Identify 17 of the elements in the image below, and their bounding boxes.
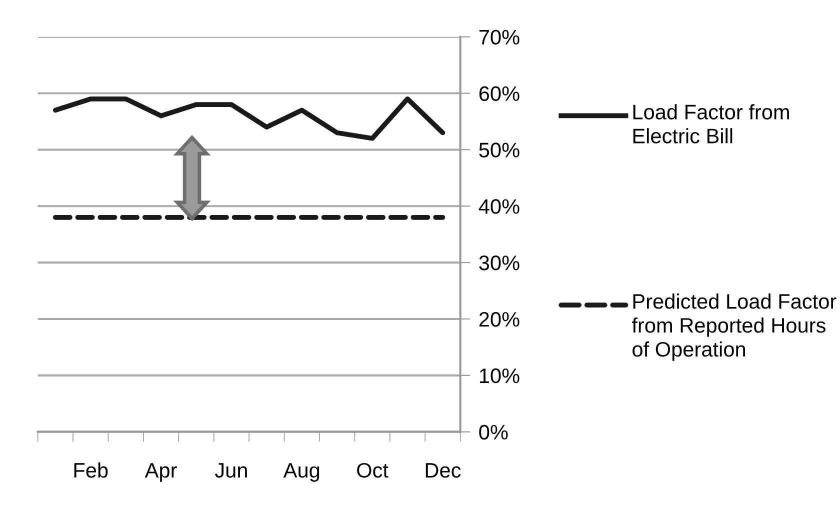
y-tick-label: 40% xyxy=(478,199,520,214)
x-tick-label: Dec xyxy=(426,463,461,478)
y-tick-label: 30% xyxy=(479,256,520,270)
x-tick-label: Oct xyxy=(357,462,388,478)
y-tick-label: 20% xyxy=(479,312,520,327)
x-tick-label: Feb xyxy=(74,462,108,478)
y-tick-label: 10% xyxy=(480,368,520,384)
y-tick-label: 50% xyxy=(479,142,520,158)
y-tick-label: 60% xyxy=(479,86,520,102)
legend-label: Predicted Load Factor from Reported Hours of Operation xyxy=(632,294,836,361)
y-tick-label: 0% xyxy=(479,424,508,440)
x-tick-label: Apr xyxy=(144,463,177,482)
line-series xyxy=(52,96,446,141)
legend-label: Load Factor from Electric Bill xyxy=(633,104,789,144)
x-tick-label: Jun xyxy=(214,463,247,478)
y-tick-label: 70% xyxy=(479,30,520,45)
x-tick-label: Aug xyxy=(283,463,320,482)
